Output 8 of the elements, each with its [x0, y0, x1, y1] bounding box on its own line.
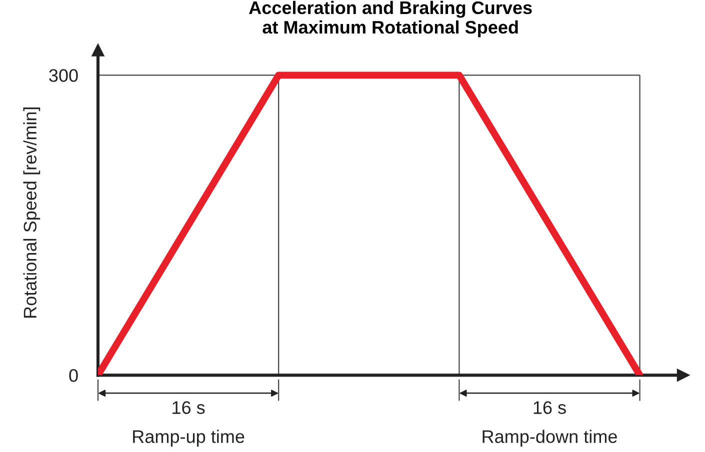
- y-axis-title: Rotational Speed [rev/min]: [23, 108, 40, 318]
- chart-title: Acceleration and Braking Curves at Maximum Rotational Speed: [249, 0, 532, 38]
- text: Ramp-up time: [133, 430, 244, 447]
- text: Ramp-down time: [482, 430, 617, 447]
- text: 16 s: [534, 401, 566, 414]
- y-tick-label: 300: [49, 69, 78, 82]
- text: 16 s: [172, 401, 205, 414]
- y-tick-label: 0: [69, 369, 78, 382]
